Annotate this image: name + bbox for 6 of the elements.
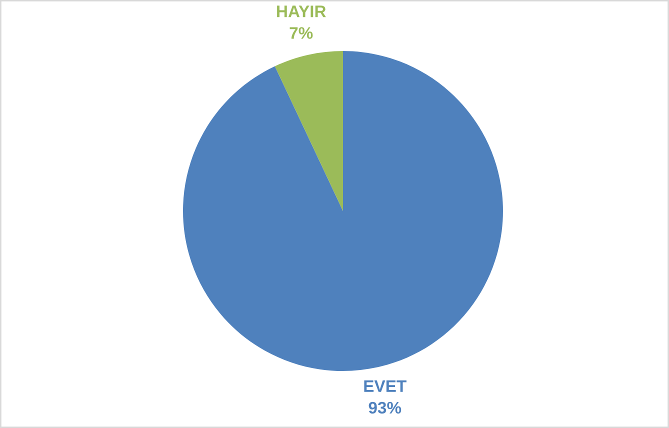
data-label: 7% bbox=[290, 27, 313, 39]
data-label: 93% bbox=[368, 402, 402, 414]
pie-slice bbox=[183, 51, 503, 371]
pie-slice bbox=[274, 51, 343, 211]
slice-label: EVET bbox=[364, 380, 406, 392]
slice-label: HAYIR bbox=[277, 6, 326, 18]
